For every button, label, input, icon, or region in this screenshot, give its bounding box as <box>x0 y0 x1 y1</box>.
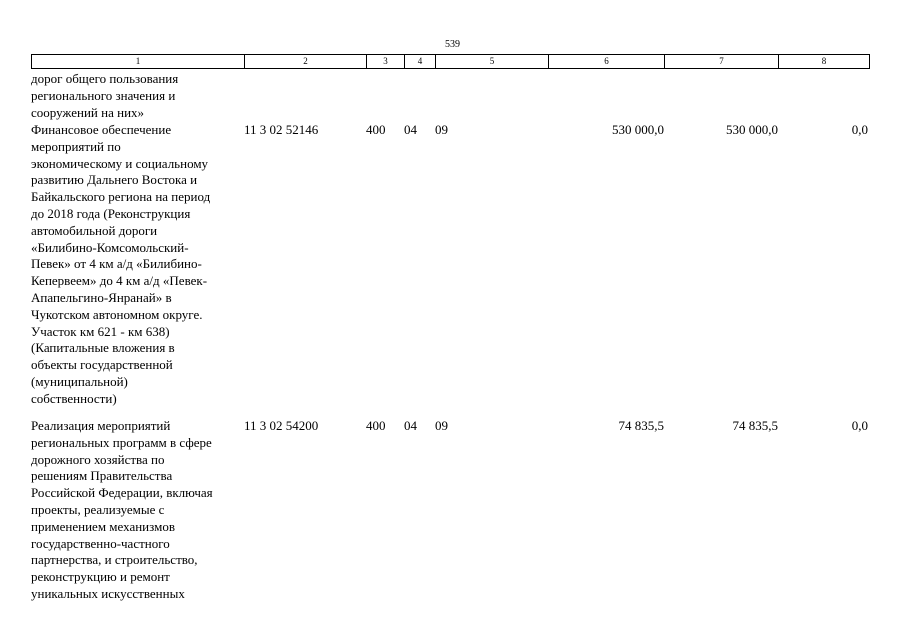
row-col-3: 400 <box>366 418 386 433</box>
row-col-4: 04 <box>404 418 417 433</box>
column-header-4: 4 <box>404 54 436 69</box>
row-col-8: 0,0 <box>851 122 868 137</box>
column-header-8: 8 <box>778 54 870 69</box>
column-header-6: 6 <box>548 54 665 69</box>
column-header-2: 2 <box>244 54 367 69</box>
row-col-3: 400 <box>366 122 386 137</box>
row-col-7: 74 835,5 <box>732 418 779 433</box>
column-header-5: 5 <box>435 54 549 69</box>
row-col-6: 74 835,5 <box>618 418 665 433</box>
column-header-7: 7 <box>664 54 779 69</box>
row-name: дорог общего пользования регионального з… <box>31 71 179 120</box>
row-col-5: 09 <box>435 418 448 433</box>
page-number: 539 <box>445 39 460 50</box>
column-header-3: 3 <box>366 54 405 69</box>
row-col-7: 530 000,0 <box>726 122 778 137</box>
row-name: Реализация мероприятий региональных прог… <box>31 418 213 601</box>
row-col-6: 530 000,0 <box>612 122 664 137</box>
row-name: Финансовое обеспечение мероприятий по эк… <box>31 122 211 406</box>
column-header-table: 1 2 3 4 5 6 7 8 <box>31 54 870 69</box>
row-code: 11 3 02 52146 <box>244 122 319 137</box>
row-col-8: 0,0 <box>851 418 868 433</box>
row-col-5: 09 <box>435 122 448 137</box>
row-col-4: 04 <box>404 122 417 137</box>
row-code: 11 3 02 54200 <box>244 418 319 433</box>
column-header-1: 1 <box>31 54 245 69</box>
